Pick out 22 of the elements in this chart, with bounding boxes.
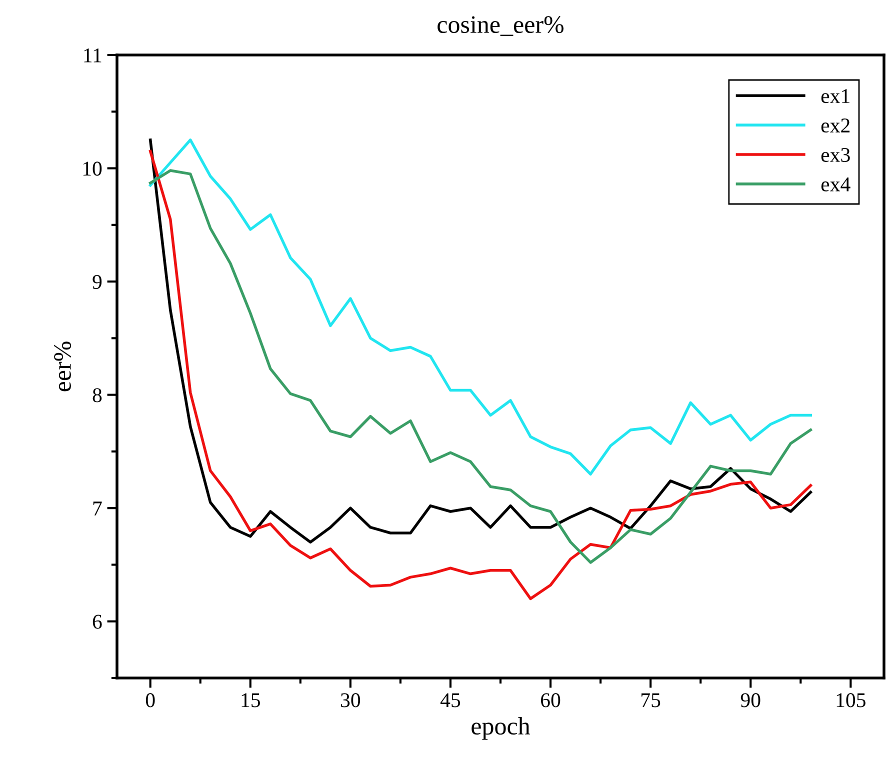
y-tick-label: 7 (93, 502, 102, 516)
y-tick-label: 8 (92, 388, 102, 402)
legend-label: ex2 (821, 118, 850, 133)
x-tick-label: 15 (242, 693, 260, 708)
y-axis-title: eer% (54, 342, 72, 392)
y-tick-label: 10 (83, 162, 102, 176)
x-tick-label: 30 (341, 693, 360, 708)
legend-label: ex1 (821, 89, 850, 104)
chart-title: cosine_eer% (438, 16, 564, 36)
x-tick-label: 0 (146, 693, 155, 708)
legend-label: ex3 (821, 148, 850, 162)
x-tick-label: 90 (740, 693, 760, 708)
x-axis-title: epoch (472, 717, 530, 740)
legend-label: ex4 (821, 178, 850, 192)
x-tick-label: 75 (642, 693, 660, 708)
x-tick-label: 105 (836, 693, 866, 708)
x-tick-label: 45 (440, 693, 460, 708)
line-series (148, 138, 812, 476)
y-tick-label: 11 (84, 48, 102, 62)
y-tick-label: 6 (92, 614, 102, 629)
x-tick-label: 60 (541, 693, 560, 708)
y-tick-label: 9 (92, 274, 102, 289)
